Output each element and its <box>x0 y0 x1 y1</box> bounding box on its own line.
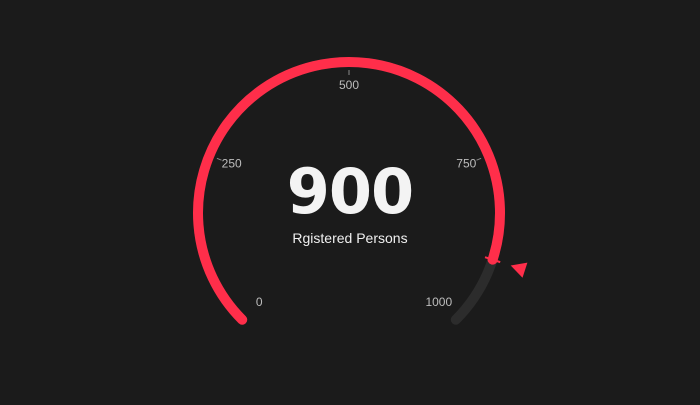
gauge-pointer-triangle <box>510 262 528 278</box>
gauge-tick-mark <box>476 157 482 161</box>
gauge-tick-label: 0 <box>256 295 263 309</box>
gauge-value-arc <box>193 56 505 325</box>
gauge-tick-label: 500 <box>339 78 359 92</box>
gauge-tick-label: 750 <box>456 157 476 171</box>
gauge-tick-mark <box>216 157 222 161</box>
gauge-label-text: Rgistered Persons <box>292 230 408 246</box>
gauge-tick-labels: 0 250 500 750 1000 <box>222 78 477 309</box>
gauge-value-text: 900 <box>286 155 414 228</box>
gauge-tick-label: 1000 <box>425 295 452 309</box>
gauge-value-marker-line <box>484 256 501 264</box>
gauge-ticks <box>216 70 482 161</box>
gauge-tick-label: 250 <box>222 157 242 171</box>
